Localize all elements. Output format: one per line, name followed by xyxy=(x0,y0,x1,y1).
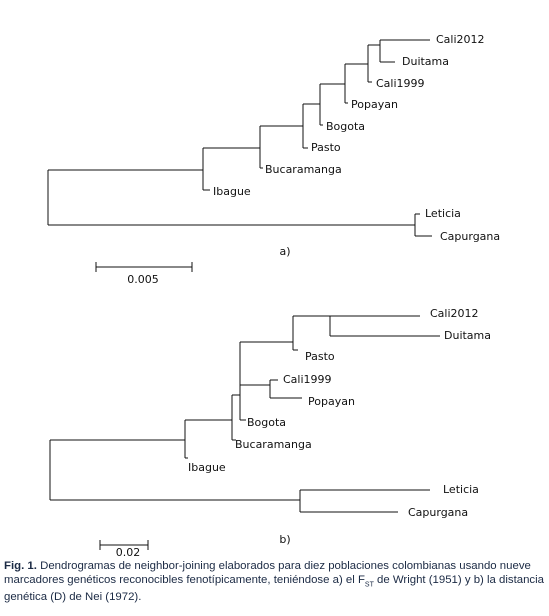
taxon-label: Popayan xyxy=(308,395,355,408)
panel-label: a) xyxy=(279,245,290,258)
caption-label: Fig. 1. xyxy=(4,560,37,572)
taxon-label: Ibague xyxy=(188,461,226,474)
taxon-label: Bogota xyxy=(326,120,365,133)
taxon-label: Duitama xyxy=(402,55,449,68)
figure: Cali2012 Duitama Cali1999 Popayan Bogota Past… xyxy=(47,33,500,559)
panel-label: b) xyxy=(279,533,290,546)
scale-label: 0.005 xyxy=(127,273,159,286)
caption-subscript: ST xyxy=(364,580,374,588)
taxon-label: Pasto xyxy=(311,141,341,154)
trees: Cali2012 Duitama Cali1999 Popayan Bogota Past… xyxy=(47,33,500,550)
taxon-label: Cali1999 xyxy=(283,373,332,386)
taxon-label: Leticia xyxy=(443,483,479,496)
taxon-label: Bucaramanga xyxy=(265,163,342,176)
taxon-label: Cali2012 xyxy=(430,307,479,320)
taxon-label: Popayan xyxy=(351,98,398,111)
caption: Fig. 1. Dendrogramas de neighbor-joining… xyxy=(4,560,546,605)
caption-text: Dendrogramas de neighbor-joining elabora… xyxy=(4,560,531,586)
scale-label: 0.02 xyxy=(116,546,141,559)
taxon-label: Capurgana xyxy=(408,506,468,519)
taxon-label: Pasto xyxy=(305,350,335,363)
taxon-label: Cali2012 xyxy=(436,33,485,46)
taxon-label: Cali1999 xyxy=(376,77,425,90)
taxon-label: Bucaramanga xyxy=(235,438,312,451)
taxon-label: Bogota xyxy=(247,416,286,429)
taxon-label: Leticia xyxy=(425,207,461,220)
taxon-label: Capurgana xyxy=(440,230,500,243)
taxon-label: Duitama xyxy=(444,329,491,342)
caption-text: de Wright (1951) y b) la distancia genét… xyxy=(4,573,544,604)
taxon-label: Ibague xyxy=(213,185,251,198)
